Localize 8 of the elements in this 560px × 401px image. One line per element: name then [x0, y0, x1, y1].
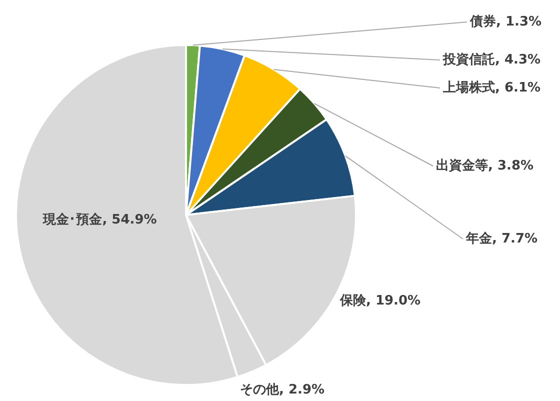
slice-label: 上場株式, 6.1% [442, 79, 541, 96]
slice-label: 投資信託, 4.3% [442, 51, 541, 68]
slice-label: 年金, 7.7% [465, 231, 538, 246]
slice-label: 債券, 1.3% [469, 14, 542, 30]
slice-label: その他, 2.9% [240, 382, 325, 398]
slice-label: 現金･預金, 54.9% [42, 212, 157, 228]
slice-label: 保険, 19.0% [339, 293, 421, 308]
slice-label: 出資金等, 3.8% [436, 158, 534, 174]
